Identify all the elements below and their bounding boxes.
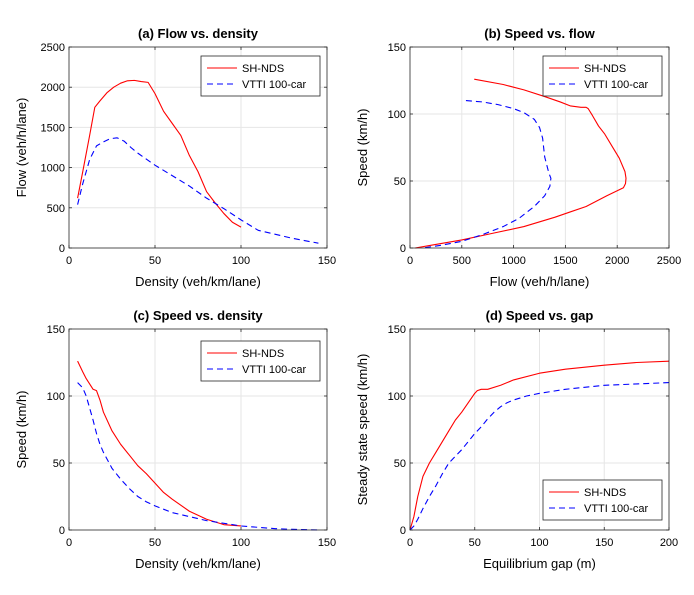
chart-2: 0 500 1000 1500 2000 2500 0 50 100 150 (b) Speed v… [355,26,681,289]
x-tick-label: 0 [66,537,72,549]
y-tick-label: 1000 [41,163,65,175]
x-tick-label: 0 [407,255,413,267]
legend: SH-NDS VTTI 100-car [200,340,321,382]
y-tick-label: 100 [388,109,406,121]
y-tick-label: 50 [53,458,65,470]
y-axis-label: Speed (km/h) [355,108,370,186]
series-line-vtti-100-car [409,382,670,531]
legend-label-sh-nds: SH-NDS [242,63,284,75]
series-line-sh-nds [77,79,242,228]
y-tick-label: 2500 [41,42,65,54]
legend: SH-NDS VTTI 100-car [200,55,321,97]
legend-label-vtti-100-car: VTTI 100-car [584,503,649,515]
legend-label-vtti-100-car: VTTI 100-car [584,79,649,91]
legend: SH-NDS VTTI 100-car [542,55,663,97]
series-line-sh-nds [77,360,242,527]
y-tick-label: 500 [47,203,65,215]
x-tick-label: 150 [595,537,613,549]
y-tick-label: 0 [400,525,406,537]
x-tick-label: 0 [407,537,413,549]
x-tick-label: 200 [660,537,678,549]
x-axis-label: Density (veh/km/lane) [135,274,261,289]
series-line-vtti-100-car [77,382,319,531]
x-axis-label: Density (veh/km/lane) [135,556,261,571]
legend-box [200,55,321,97]
legend-box [542,55,663,97]
y-axis-label: Flow (veh/h/lane) [14,98,29,198]
y-tick-label: 100 [388,391,406,403]
y-tick-label: 50 [394,458,406,470]
legend-label-sh-nds: SH-NDS [242,348,284,360]
series-line-sh-nds [415,78,627,249]
axes-box [68,328,328,531]
x-tick-label: 100 [232,255,250,267]
x-tick-label: 2000 [605,255,629,267]
y-tick-label: 150 [388,324,406,336]
legend-label-vtti-100-car: VTTI 100-car [242,79,307,91]
y-tick-label: 150 [47,324,65,336]
x-axis-label: Flow (veh/h/lane) [490,274,590,289]
y-tick-label: 0 [59,525,65,537]
x-tick-label: 100 [530,537,548,549]
series-line-vtti-100-car [422,100,552,249]
series-line-sh-nds [409,360,670,531]
x-tick-label: 150 [318,537,336,549]
y-tick-label: 2000 [41,82,65,94]
legend-label-sh-nds: SH-NDS [584,63,626,75]
y-tick-label: 0 [400,243,406,255]
chart-title: (a) Flow vs. density [138,26,259,41]
chart-title: (b) Speed vs. flow [484,26,595,41]
x-tick-label: 1500 [553,255,577,267]
x-tick-label: 50 [149,255,161,267]
legend-label-vtti-100-car: VTTI 100-car [242,364,307,376]
series-line-vtti-100-car [77,137,319,244]
y-tick-label: 1500 [41,122,65,134]
x-tick-label: 0 [66,255,72,267]
x-tick-label: 150 [318,255,336,267]
chart-title: (d) Speed vs. gap [486,308,594,323]
legend-box [542,479,663,521]
chart-title: (c) Speed vs. density [133,308,263,323]
y-axis-label: Speed (km/h) [14,390,29,468]
x-tick-label: 500 [453,255,471,267]
legend-label-sh-nds: SH-NDS [584,487,626,499]
chart-3: 0 50 100 150 0 50 100 150 (c) Speed vs. density D… [14,308,336,571]
x-tick-label: 50 [469,537,481,549]
legend: SH-NDS VTTI 100-car [542,479,663,521]
y-tick-label: 50 [394,176,406,188]
y-tick-label: 150 [388,42,406,54]
chart-4: 0 50 100 150 200 0 50 100 150 (d) Speed vs. gap Eq… [355,308,678,571]
y-tick-label: 100 [47,391,65,403]
x-tick-label: 50 [149,537,161,549]
legend-box [200,340,321,382]
y-tick-label: 0 [59,243,65,255]
y-axis-label: Steady state speed (km/h) [355,354,370,506]
x-tick-label: 1000 [501,255,525,267]
x-tick-label: 100 [232,537,250,549]
x-axis-label: Equilibrium gap (m) [483,556,596,571]
x-tick-label: 2500 [657,255,681,267]
axes-box [68,46,328,249]
axes-box [409,46,670,249]
